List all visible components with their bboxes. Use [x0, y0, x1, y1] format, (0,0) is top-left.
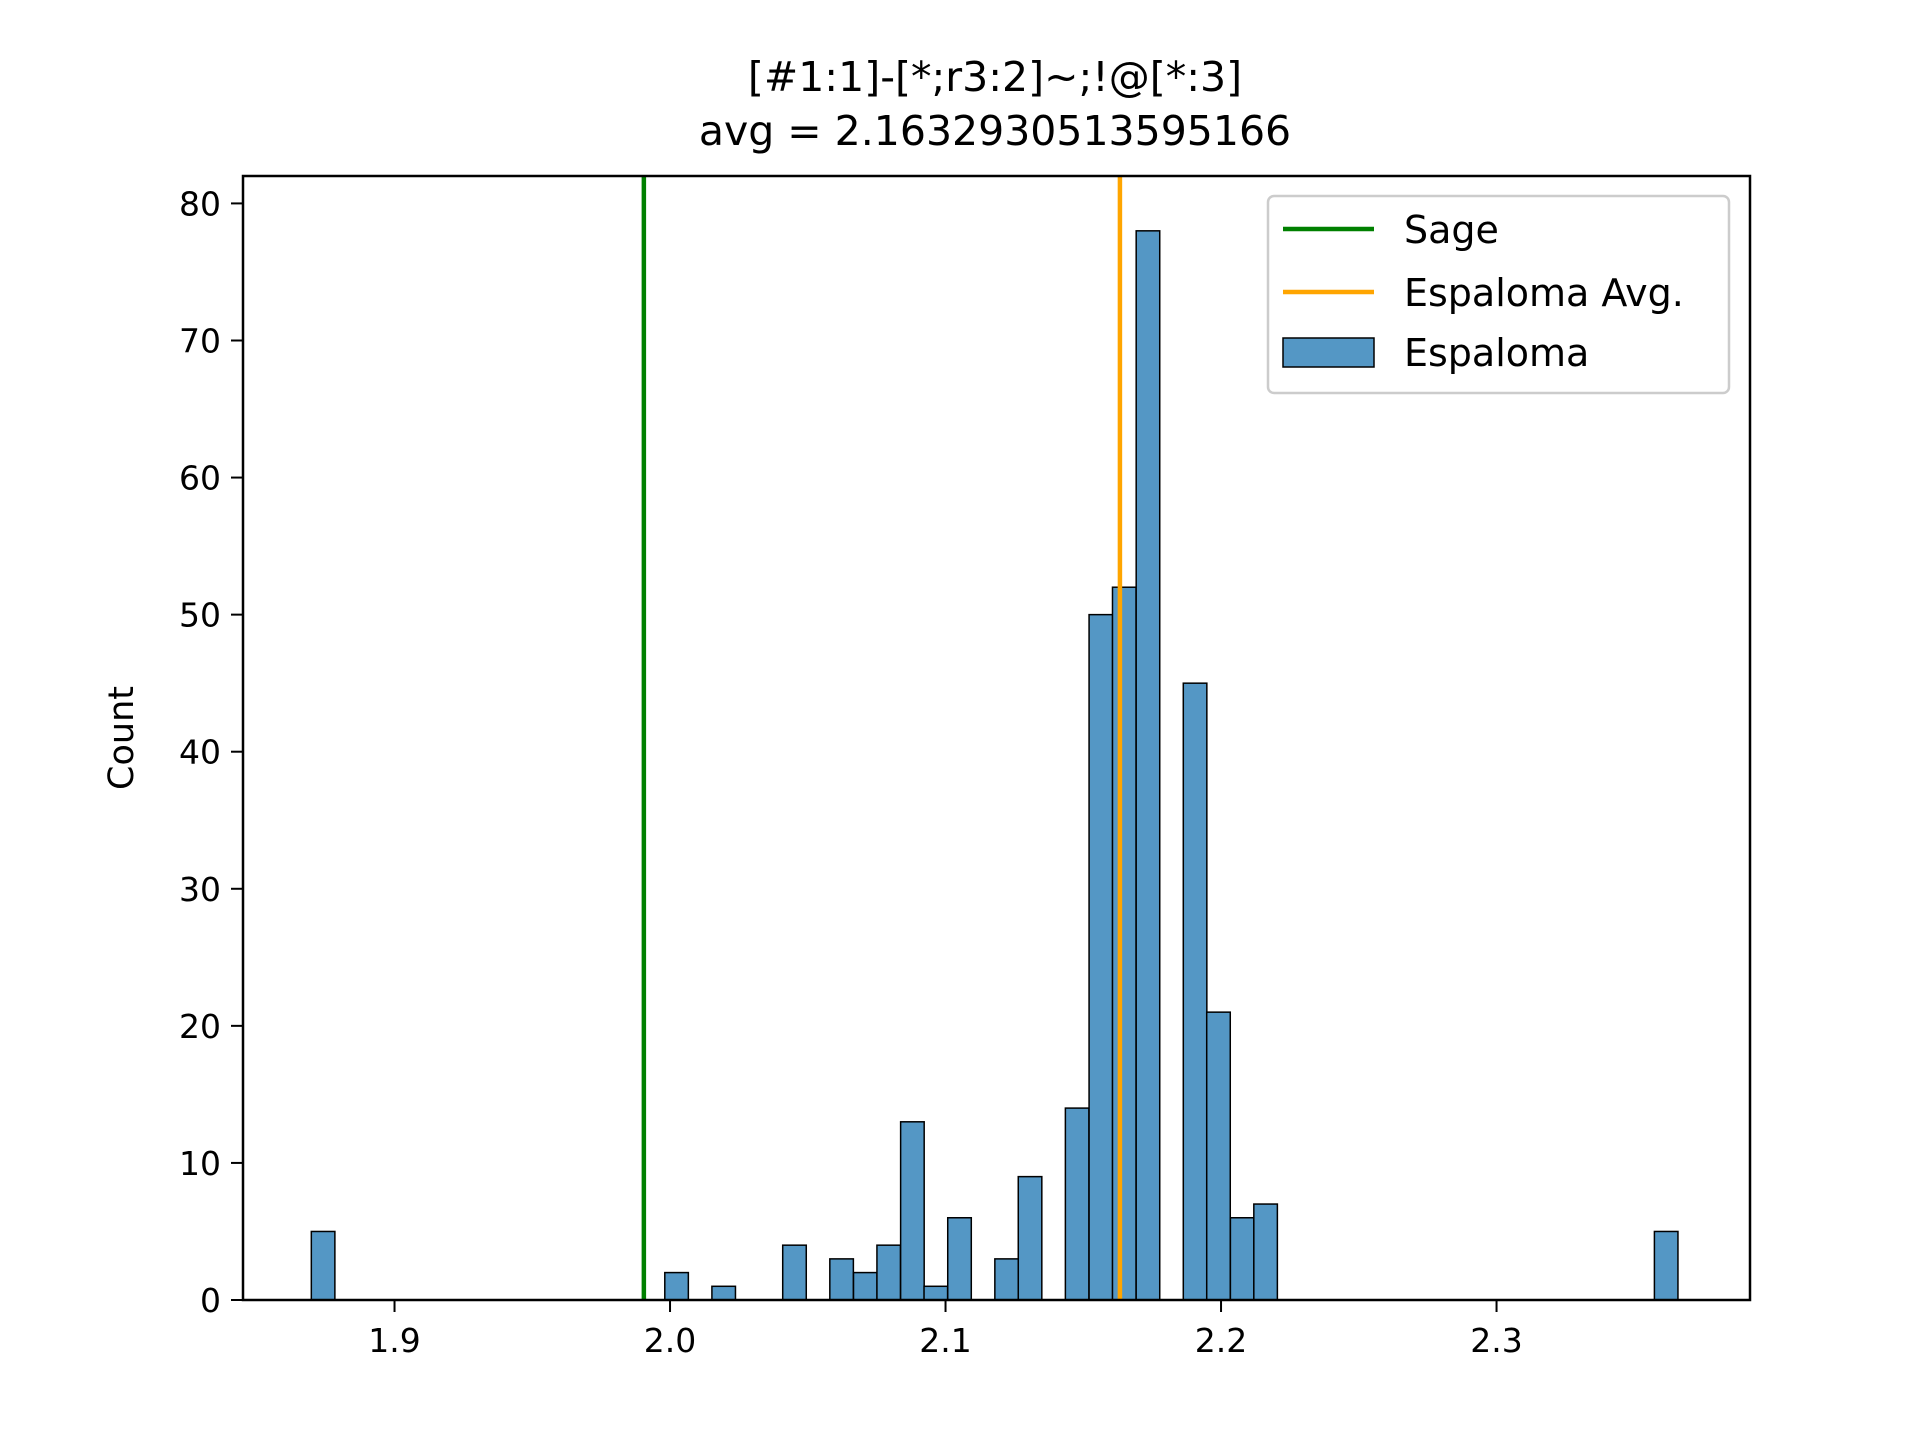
- histogram-bar-12: [1064, 1107, 1090, 1301]
- histogram-bar-18: [1229, 1217, 1255, 1301]
- histogram-bar-3: [781, 1244, 808, 1301]
- y-axis-label: Count: [102, 686, 142, 790]
- reference-lines-group: [641, 176, 1123, 1300]
- y-tick-label-4: 40: [179, 733, 221, 772]
- x-tick-label-0: 1.9: [368, 1321, 420, 1360]
- histogram-bar-9: [946, 1217, 973, 1301]
- histogram-bar-5: [852, 1271, 878, 1301]
- histogram-bar-4: [829, 1258, 855, 1301]
- histogram-bar-7: [899, 1121, 925, 1301]
- x-tick-label-4: 2.3: [1470, 1321, 1522, 1360]
- y-tick-label-2: 20: [179, 1007, 221, 1046]
- histogram-bar-13: [1088, 613, 1114, 1301]
- x-axis: 1.9 2.0 2.1 2.2 2.3: [368, 1300, 1523, 1360]
- chart-subtitle: avg = 2.1632930513595166: [699, 107, 1291, 155]
- x-tick-label-2: 2.1: [919, 1321, 971, 1360]
- legend: Sage Espaloma Avg. Espaloma: [1266, 194, 1731, 395]
- x-tick-label-1: 2.0: [644, 1321, 696, 1360]
- legend-espaloma-avg-label: Espaloma Avg.: [1404, 271, 1684, 315]
- histogram-bar-8: [923, 1285, 949, 1301]
- y-tick-label-5: 50: [179, 596, 221, 635]
- histogram-bar-2: [711, 1285, 737, 1301]
- histogram-bar-10: [994, 1258, 1020, 1301]
- histogram-bar-0: [310, 1230, 336, 1301]
- histogram-bar-20: [1653, 1230, 1679, 1301]
- y-axis: 0 10 20 30 40 50 60 70 80: [179, 184, 243, 1320]
- legend-sage-label: Sage: [1404, 208, 1499, 252]
- histogram-bar-6: [876, 1244, 902, 1301]
- y-tick-label-1: 10: [179, 1144, 221, 1183]
- plot-frame: [241, 174, 1752, 1302]
- histogram-bar-11: [1017, 1175, 1043, 1301]
- histogram-bar-16: [1182, 682, 1208, 1301]
- y-tick-label-8: 80: [179, 184, 221, 223]
- legend-espaloma-label: Espaloma: [1404, 331, 1589, 375]
- legend-box: [1266, 194, 1731, 395]
- y-tick-label-3: 30: [179, 870, 221, 909]
- histogram-bar-14: [1111, 586, 1137, 1301]
- chart-title: [#1:1]-[*;r3:2]~;!@[*:3]: [748, 53, 1242, 101]
- histogram-bar-1: [664, 1271, 690, 1301]
- legend-espaloma-swatch: [1282, 337, 1375, 368]
- x-tick-label-3: 2.2: [1195, 1321, 1247, 1360]
- histogram-bar-19: [1253, 1203, 1279, 1301]
- histogram-bar-17: [1205, 1011, 1232, 1301]
- y-tick-label-0: 0: [200, 1281, 221, 1320]
- y-tick-label-6: 60: [179, 459, 221, 498]
- histogram-bar-15: [1135, 230, 1161, 1301]
- y-tick-label-7: 70: [179, 321, 221, 360]
- bars-group: [310, 230, 1679, 1301]
